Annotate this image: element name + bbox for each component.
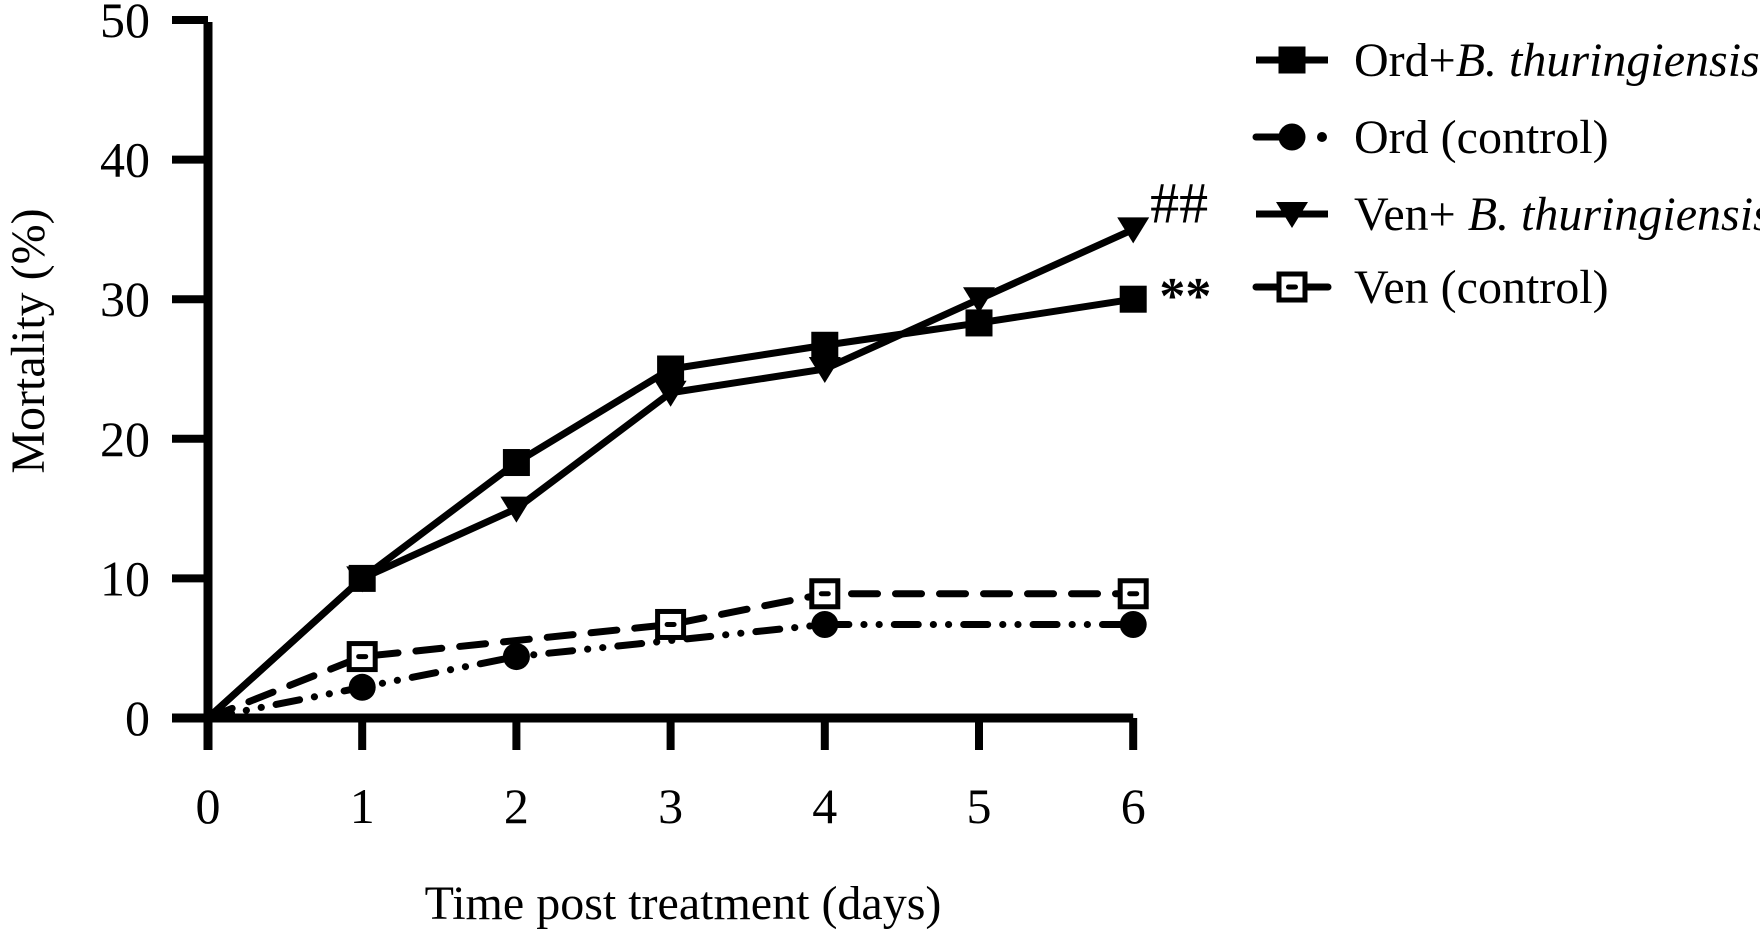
x-tick-label: 2 [504,778,529,834]
filled-circle-marker [1278,123,1306,151]
significance-annotation: ## [1150,170,1208,235]
series-markers-ven-control [346,578,1149,673]
y-tick-labels: 0 10 20 30 40 50 [100,0,150,746]
x-axis-label: Time post treatment (days) [425,877,942,930]
triangle-down-marker [808,357,841,383]
y-tick-label: 50 [100,0,150,48]
x-tick-labels: 0 1 2 3 4 5 6 [196,778,1146,834]
dash-through-marker [356,654,369,660]
x-tick-label: 6 [1121,778,1146,834]
y-tick-label: 30 [100,271,150,327]
filled-circle-marker [1119,610,1147,638]
open-square-marker [1276,271,1308,303]
series-markers-ord-control [348,610,1147,701]
significance-annotation: ** [1159,268,1211,325]
legend-label: Ord+B. thuringiensis [1354,34,1760,87]
x-tick-label: 1 [350,778,375,834]
triangle-down-marker [500,496,533,523]
dash-through-marker [1286,284,1298,290]
x-tick-label: 0 [196,778,221,834]
x-tick-label: 3 [658,778,683,834]
y-tick-label: 10 [100,550,150,606]
legend-label: Ven (control) [1354,261,1609,314]
legend-item-ord-control: Ord (control) [1252,111,1609,164]
legend: Ord+B. thuringiensis Ord (control) Ven+ B.… [1252,34,1760,314]
filled-circle-marker [502,643,530,671]
legend-item-ven-control: Ven (control) [1252,261,1609,314]
series-markers-ord-bt [348,285,1147,592]
x-tick-label: 5 [967,778,992,834]
legend-item-ven-bt: Ven+ B. thuringiensis [1256,188,1760,241]
triangle-down-marker [654,380,687,407]
filled-circle-marker [811,610,839,638]
dash-through-marker [1127,591,1140,597]
series-line-ven-control [204,590,1137,722]
y-tick-label: 40 [100,132,150,188]
y-tick-label: 0 [125,690,150,746]
open-square-marker [1117,578,1149,610]
filled-circle-marker [348,673,376,701]
y-axis-label: Mortality (%) [2,208,55,473]
filled-square-marker [811,331,839,359]
y-tick-label: 20 [100,411,150,467]
filled-square-marker [1119,285,1147,313]
dash-through-marker [818,591,831,597]
legend-label: Ord (control) [1354,111,1609,164]
open-square-marker [346,641,378,673]
filled-square-marker [348,564,376,592]
legend-label: Ven+ B. thuringiensis [1354,188,1760,241]
legend-dot-sample [1317,132,1327,142]
filled-square-marker [1278,46,1306,74]
triangle-down-marker [963,287,995,314]
open-square-marker [809,578,841,610]
dash-through-marker [664,621,677,627]
filled-square-marker [657,355,685,383]
filled-square-marker [965,309,993,337]
filled-square-marker [502,449,530,477]
axes [172,16,1138,750]
triangle-down-marker [1276,202,1308,228]
x-tick-label: 4 [812,778,837,834]
legend-item-ord-bt: Ord+B. thuringiensis [1256,34,1760,87]
triangle-down-marker [1117,217,1150,244]
